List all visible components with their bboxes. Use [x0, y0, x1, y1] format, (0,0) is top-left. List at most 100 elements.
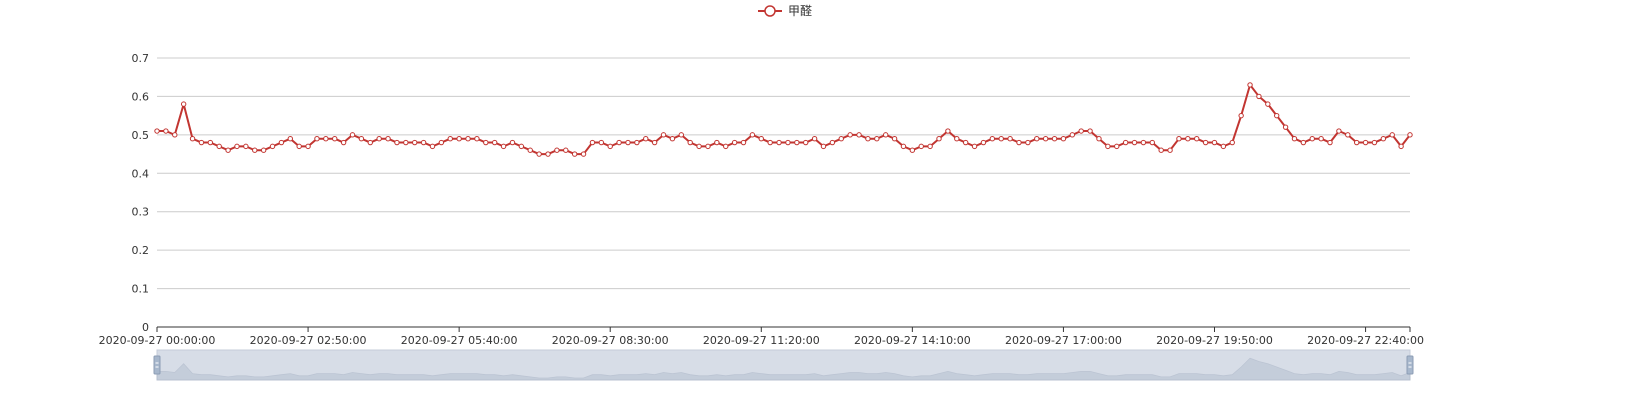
data-point[interactable] [1051, 136, 1058, 142]
zoom-handle-right[interactable] [1406, 355, 1414, 375]
data-point[interactable] [1274, 112, 1280, 119]
data-point[interactable] [1122, 139, 1129, 146]
data-point[interactable] [936, 136, 942, 142]
data-point[interactable] [438, 139, 445, 146]
data-point[interactable] [589, 139, 596, 146]
data-point[interactable] [651, 139, 658, 146]
data-point[interactable] [474, 136, 480, 142]
data-point[interactable] [1256, 93, 1262, 100]
data-point[interactable] [163, 128, 169, 134]
data-point[interactable] [1362, 139, 1369, 146]
data-point[interactable] [1007, 136, 1013, 142]
data-point[interactable] [803, 139, 809, 146]
data-point[interactable] [989, 136, 996, 142]
data-point[interactable] [1265, 101, 1271, 107]
data-point[interactable] [820, 143, 827, 150]
data-point[interactable] [1078, 128, 1084, 134]
data-point[interactable] [1060, 136, 1067, 142]
data-point[interactable] [1105, 143, 1111, 150]
data-point[interactable] [332, 136, 338, 142]
data-point[interactable] [891, 136, 898, 142]
data-point[interactable] [1069, 132, 1076, 138]
data-point[interactable] [723, 143, 729, 150]
data-point[interactable] [1158, 147, 1164, 153]
data-point[interactable] [1220, 143, 1227, 150]
data-point[interactable] [856, 132, 862, 138]
data-point[interactable] [278, 139, 285, 146]
data-point[interactable] [554, 147, 560, 153]
data-point[interactable] [1194, 136, 1200, 142]
data-point[interactable] [669, 136, 676, 142]
data-point[interactable] [198, 139, 205, 146]
data-point[interactable] [1238, 112, 1244, 119]
data-point[interactable] [1149, 139, 1155, 146]
data-point[interactable] [909, 147, 916, 153]
data-point[interactable] [563, 147, 569, 153]
data-point[interactable] [731, 139, 738, 146]
data-point[interactable] [767, 139, 773, 146]
data-point[interactable] [1096, 136, 1102, 142]
data-point[interactable] [323, 136, 329, 142]
data-point[interactable] [1202, 139, 1209, 146]
data-point[interactable] [243, 143, 249, 150]
data-point[interactable] [918, 143, 924, 150]
data-point[interactable] [1345, 132, 1351, 138]
data-point[interactable] [420, 139, 427, 146]
data-point[interactable] [882, 132, 889, 138]
data-point[interactable] [598, 139, 605, 146]
zoom-handle-left[interactable] [153, 355, 161, 375]
data-point[interactable] [714, 139, 720, 146]
data-point[interactable] [785, 139, 791, 146]
data-point[interactable] [358, 136, 365, 142]
data-point[interactable] [696, 143, 702, 150]
data-point[interactable] [447, 136, 453, 142]
data-point[interactable] [1291, 136, 1298, 142]
data-point[interactable] [340, 139, 347, 146]
data-point[interactable] [1211, 139, 1218, 146]
data-point[interactable] [349, 132, 356, 138]
data-point[interactable] [180, 101, 187, 107]
data-point[interactable] [207, 139, 214, 146]
data-point[interactable] [216, 143, 222, 150]
data-point[interactable] [1114, 143, 1120, 150]
data-point[interactable] [1380, 136, 1387, 142]
data-point[interactable] [1185, 136, 1191, 142]
data-point[interactable] [314, 136, 320, 142]
data-point[interactable] [1327, 139, 1333, 146]
data-point[interactable] [962, 139, 969, 146]
data-point[interactable] [865, 136, 871, 142]
data-point[interactable] [1229, 139, 1235, 146]
data-point[interactable] [971, 143, 978, 150]
data-point[interactable] [705, 143, 711, 150]
data-point[interactable] [794, 139, 800, 146]
data-point[interactable] [412, 139, 418, 146]
data-point[interactable] [1247, 82, 1253, 88]
data-point[interactable] [1398, 143, 1404, 150]
data-point[interactable] [172, 132, 178, 138]
data-point[interactable] [1016, 139, 1022, 146]
legend[interactable]: 甲醛 [758, 3, 812, 18]
data-point[interactable] [980, 139, 987, 146]
data-point[interactable] [829, 139, 836, 146]
data-point[interactable] [296, 143, 302, 150]
data-zoom-slider[interactable] [153, 349, 1414, 381]
data-point[interactable] [1140, 139, 1147, 146]
data-point[interactable] [811, 136, 818, 142]
data-point[interactable] [580, 151, 587, 157]
data-point[interactable] [847, 132, 853, 138]
data-point[interactable] [527, 147, 533, 153]
data-point[interactable] [1087, 128, 1093, 134]
data-point[interactable] [376, 136, 382, 142]
data-point[interactable] [500, 143, 507, 150]
data-point[interactable] [491, 139, 498, 146]
data-point[interactable] [536, 151, 542, 157]
data-point[interactable] [625, 139, 631, 146]
data-point[interactable] [1131, 139, 1138, 146]
data-point[interactable] [1042, 136, 1049, 142]
data-point[interactable] [1336, 128, 1342, 134]
data-point[interactable] [394, 139, 400, 146]
data-point[interactable] [269, 143, 276, 150]
data-point[interactable] [607, 143, 613, 150]
data-point[interactable] [758, 136, 764, 142]
data-point[interactable] [465, 136, 471, 142]
